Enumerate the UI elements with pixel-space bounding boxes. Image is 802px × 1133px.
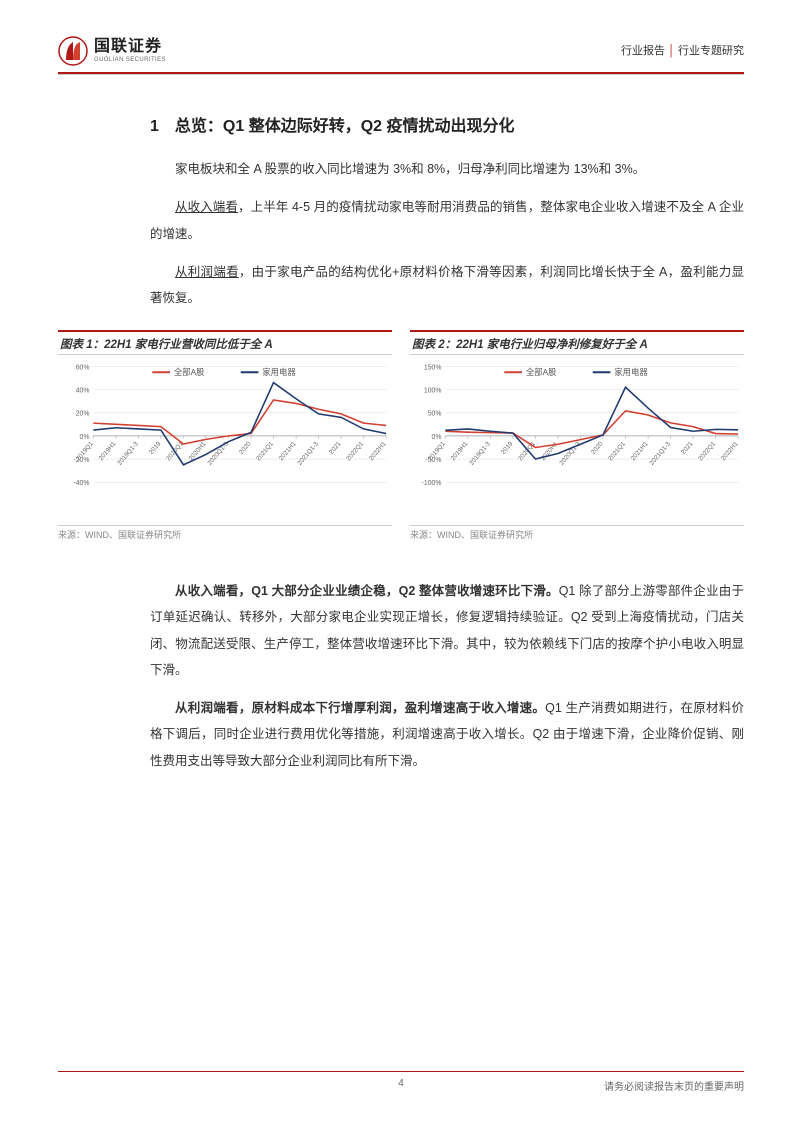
page-header: 国联证券 GUOLIAN SECURITIES 行业报告 │ 行业专题研究	[58, 36, 744, 76]
para-3: 从利润端看，由于家电产品的结构优化+原材料价格下滑等因素，利润同比增长快于全 A…	[150, 259, 744, 312]
footer-disclaimer: 请务必阅读报告末页的重要声明	[604, 1078, 744, 1093]
svg-text:2019: 2019	[500, 440, 515, 456]
header-rule	[58, 72, 744, 74]
chart-1-svg: -40%-20%0%20%40%60%2019Q12019H12019Q1-32…	[58, 355, 392, 525]
svg-text:40%: 40%	[76, 387, 90, 394]
charts-row: 图表 1：22H1 家电行业营收同比低于全 A -40%-20%0%20%40%…	[58, 330, 744, 541]
chart-1-area: -40%-20%0%20%40%60%2019Q12019H12019Q1-32…	[58, 355, 392, 525]
para-2-rest: ，上半年 4-5 月的疫情扰动家电等耐用消费品的销售，整体家电企业收入增速不及全…	[150, 200, 744, 240]
svg-text:2021: 2021	[328, 440, 343, 456]
header-cat-b: 行业专题研究	[678, 45, 744, 57]
para-5-bold: 从利润端看，原材料成本下行增厚利润，盈利增速高于收入增速。	[175, 701, 545, 715]
chart-2-title: 图表 2：22H1 家电行业归母净利修复好于全 A	[410, 332, 744, 355]
svg-text:2021Q1-3: 2021Q1-3	[296, 440, 320, 467]
page-footer: 4 请务必阅读报告末页的重要声明	[58, 1071, 744, 1094]
section-heading: 1 总览：Q1 整体边际好转，Q2 疫情扰动出现分化	[150, 112, 744, 136]
svg-text:家用电器: 家用电器	[614, 367, 648, 377]
footer-rule	[58, 1071, 744, 1073]
svg-text:0%: 0%	[80, 434, 90, 441]
para-3-rest: ，由于家电产品的结构优化+原材料价格下滑等因素，利润同比增长快于全 A，盈利能力…	[150, 265, 744, 305]
header-category: 行业报告 │ 行业专题研究	[621, 42, 744, 58]
svg-text:100%: 100%	[424, 387, 442, 394]
chart-1: 图表 1：22H1 家电行业营收同比低于全 A -40%-20%0%20%40%…	[58, 330, 392, 541]
para-5: 从利润端看，原材料成本下行增厚利润，盈利增速高于收入增速。Q1 生产消费如期进行…	[150, 695, 744, 774]
para-2-lead: 从收入端看	[175, 200, 238, 214]
chart-2-source: 来源：WIND、国联证券研究所	[410, 525, 744, 541]
logo-cn: 国联证券	[94, 39, 166, 55]
footer-row: 4 请务必阅读报告末页的重要声明	[58, 1078, 744, 1093]
svg-text:-40%: -40%	[73, 480, 89, 487]
main-bottom: 从收入端看，Q1 大部分企业业绩企稳，Q2 整体营收增速环比下滑。Q1 除了部分…	[150, 578, 744, 786]
footer-page: 4	[398, 1078, 404, 1089]
para-2: 从收入端看，上半年 4-5 月的疫情扰动家电等耐用消费品的销售，整体家电企业收入…	[150, 194, 744, 247]
svg-text:-100%: -100%	[422, 480, 442, 487]
main-top: 1 总览：Q1 整体边际好转，Q2 疫情扰动出现分化 家电板块和全 A 股票的收…	[150, 112, 744, 323]
svg-text:0%: 0%	[432, 434, 442, 441]
svg-text:2020Q1-3: 2020Q1-3	[206, 440, 230, 467]
para-4-bold: 从收入端看，Q1 大部分企业业绩企稳，Q2 整体营收增速环比下滑。	[175, 584, 559, 598]
logo-en: GUOLIAN SECURITIES	[94, 57, 166, 63]
svg-text:2021: 2021	[680, 440, 695, 456]
svg-text:家用电器: 家用电器	[262, 367, 296, 377]
header-cat-a: 行业报告	[621, 45, 665, 57]
svg-text:20%: 20%	[76, 411, 90, 418]
svg-text:150%: 150%	[424, 364, 442, 371]
svg-text:2020: 2020	[590, 440, 605, 456]
svg-text:2019Q1-3: 2019Q1-3	[468, 440, 492, 467]
chart-2-svg: -100%-50%0%50%100%150%2019Q12019H12019Q1…	[410, 355, 744, 525]
chart-2-area: -100%-50%0%50%100%150%2019Q12019H12019Q1…	[410, 355, 744, 525]
svg-text:2019Q1-3: 2019Q1-3	[116, 440, 140, 467]
chart-1-source: 来源：WIND、国联证券研究所	[58, 525, 392, 541]
chart-2: 图表 2：22H1 家电行业归母净利修复好于全 A -100%-50%0%50%…	[410, 330, 744, 541]
header-sep: │	[668, 45, 675, 57]
logo-icon	[58, 36, 88, 66]
chart-1-title: 图表 1：22H1 家电行业营收同比低于全 A	[58, 332, 392, 355]
svg-text:50%: 50%	[428, 411, 442, 418]
svg-text:2021Q1-3: 2021Q1-3	[648, 440, 672, 467]
logo-text: 国联证券 GUOLIAN SECURITIES	[94, 39, 166, 63]
svg-text:全部A股: 全部A股	[174, 367, 205, 377]
para-3-lead: 从利润端看	[175, 265, 239, 279]
svg-text:全部A股: 全部A股	[526, 367, 557, 377]
para-1: 家电板块和全 A 股票的收入同比增速为 3%和 8%，归母净利同比增速为 13%…	[150, 156, 744, 182]
svg-text:60%: 60%	[76, 364, 90, 371]
svg-text:2019: 2019	[148, 440, 163, 456]
para-4: 从收入端看，Q1 大部分企业业绩企稳，Q2 整体营收增速环比下滑。Q1 除了部分…	[150, 578, 744, 683]
svg-text:2020: 2020	[238, 440, 253, 456]
